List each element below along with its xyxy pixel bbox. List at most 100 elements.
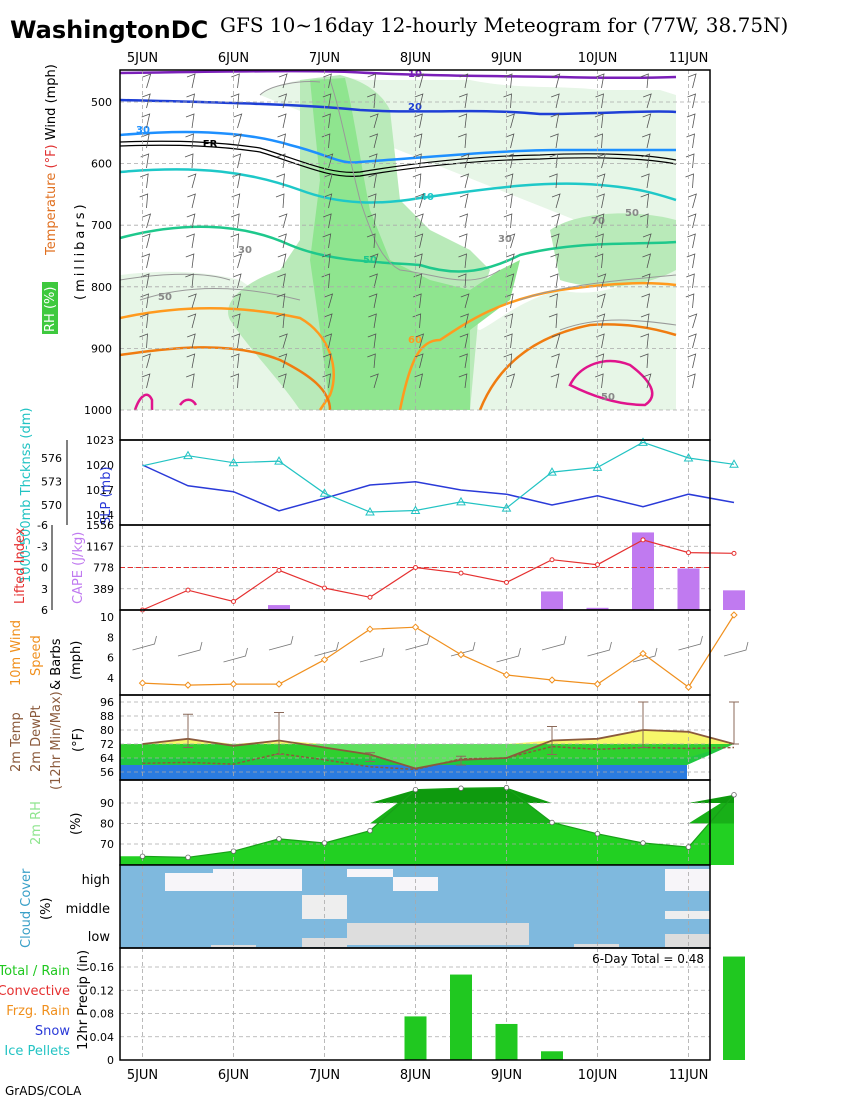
barb-8-4 — [505, 153, 514, 169]
lifted-point-8 — [504, 579, 509, 585]
barb-8-5 — [504, 173, 514, 189]
below-ground-blank — [120, 410, 710, 440]
barb-9-5 — [549, 173, 558, 189]
barb-2-6 — [231, 193, 241, 209]
cloud-low-e — [574, 944, 619, 947]
lifted-tick-2: 0 — [41, 562, 48, 575]
barb-11-14 — [639, 353, 649, 369]
cloud-level-middle: middle — [66, 902, 110, 917]
wind-grid — [142, 610, 689, 695]
precip-bar-6 — [404, 1016, 427, 1060]
precip-bar-13 — [723, 956, 745, 1060]
barb-12-6 — [688, 193, 697, 209]
temp-ylabel-line3: (12hr Min/Max) — [49, 691, 64, 790]
barb-7-5 — [460, 173, 470, 189]
barb-5-3 — [369, 133, 379, 149]
thickness-marker-4 — [319, 488, 330, 497]
barb-12-7 — [687, 213, 697, 229]
barb-2-14 — [230, 353, 240, 369]
cloud-units: (%) — [39, 898, 54, 921]
slp-label: SLP (mb) — [99, 466, 114, 525]
barb-5-6 — [367, 193, 377, 209]
barb-0-11 — [140, 293, 149, 309]
rh-point-7 — [458, 785, 464, 791]
date-top-4: 9JUN — [491, 51, 522, 66]
wind10m-ylabel-line4: (mph) — [69, 641, 84, 680]
slp-tick-1: 1017 — [86, 484, 114, 497]
contour-label-8: 50 — [625, 208, 639, 219]
contour-70b — [478, 323, 677, 411]
rh-axis: 70 80 90 — [100, 797, 114, 851]
barb-3-8 — [278, 233, 287, 249]
barb-8-11 — [505, 293, 514, 309]
lifted-point-5 — [367, 594, 373, 600]
barb-8-12 — [504, 313, 514, 329]
contour-label-11: 50 — [158, 292, 172, 303]
cloud-high-d — [393, 877, 438, 891]
barb-9-14 — [551, 353, 560, 369]
barb-2-9 — [233, 253, 243, 269]
barb-1-14 — [186, 353, 196, 369]
date-top-3: 8JUN — [400, 51, 431, 66]
barb-0-1 — [142, 93, 151, 109]
slp-thickness-panel: 1014 1017 1020 1023 570 573 576 1000-500mb Thc… — [19, 408, 739, 583]
barb-6-3 — [413, 133, 423, 149]
precip-tick-0: 0 — [107, 1054, 114, 1067]
barb-0-10 — [140, 273, 150, 289]
rh-point-10 — [594, 831, 601, 837]
barb-4-7 — [323, 213, 332, 229]
precip-bar-7 — [450, 974, 472, 1060]
slp-tick-3: 1023 — [86, 434, 114, 447]
barb-5-7 — [367, 213, 376, 229]
temp-tick-5: 96 — [100, 696, 114, 709]
wind-point-1 — [184, 681, 192, 689]
temp-ylabel: 2m Temp 2m DewPt (12hr Min/Max) (°F) — [9, 691, 86, 790]
barb-7-12 — [460, 313, 469, 329]
barb-8-3 — [505, 133, 515, 149]
barb-2-13 — [231, 333, 240, 349]
barb-7-0 — [459, 73, 469, 89]
wind-point-5 — [366, 625, 374, 633]
lifted-point-6 — [413, 565, 418, 570]
wind10m-ylabel: 10m Wind Speed & Barbs (mph) — [9, 620, 84, 690]
barb-4-8 — [322, 233, 332, 249]
rh-point-2 — [230, 848, 237, 854]
cloud-level-low: low — [88, 930, 111, 945]
rh-legend-swatch — [42, 282, 58, 334]
barb-1-0 — [186, 73, 196, 89]
temp-ylabel-line2: 2m DewPt — [29, 705, 44, 772]
slp-grid — [142, 440, 689, 525]
temp-tick-0: 56 — [100, 766, 114, 779]
cloud-low-c — [665, 934, 710, 947]
rh-line — [139, 784, 737, 861]
barb-7-9 — [458, 253, 467, 269]
rh-fill-main — [120, 787, 734, 865]
barb-0-15 — [141, 373, 151, 389]
wind-point-11 — [639, 649, 647, 658]
barb-7-7 — [459, 213, 469, 229]
barb-12-8 — [687, 233, 696, 249]
barb-3-12 — [276, 313, 285, 329]
rh-point-1 — [185, 854, 191, 861]
wind10m-barb-10 — [587, 641, 612, 657]
barb-1-11 — [188, 293, 197, 309]
cape-label: CAPE (J/kg) — [71, 532, 86, 604]
rh-point-9 — [549, 819, 555, 826]
barb-11-10 — [641, 273, 651, 289]
upper-air-panel: 10 20 30 40 50 60 FR 70 50 30 30 50 50 500 600 700 800 9… — [42, 64, 711, 441]
contour-label-5: 60 — [408, 335, 422, 346]
cloud-level-high: high — [82, 873, 110, 888]
pressure-units-label: (millibars) — [73, 201, 88, 300]
pressure-tick-5: 1000 — [84, 404, 112, 417]
barb-12-1 — [687, 93, 697, 109]
cape-tick-2: 1167 — [86, 540, 114, 553]
rh-point-8 — [503, 784, 510, 791]
date-bottom-1: 6JUN — [218, 1068, 249, 1083]
temp-grid — [120, 695, 710, 780]
barb-5-12 — [368, 313, 377, 329]
precip-bar-8 — [495, 1023, 518, 1060]
temp-fill — [120, 730, 734, 769]
barb-5-11 — [368, 293, 378, 309]
barb-11-11 — [641, 293, 651, 309]
